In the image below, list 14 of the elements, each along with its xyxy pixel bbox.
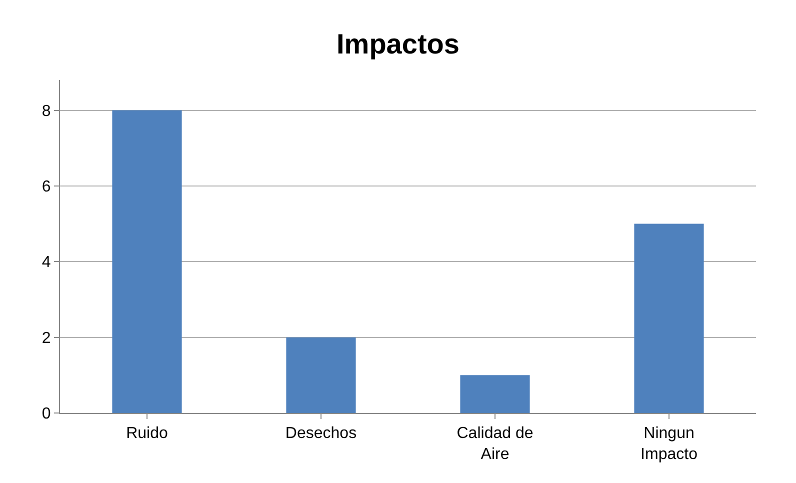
y-tick-label: 8	[42, 102, 51, 120]
bar	[112, 110, 182, 413]
y-tick-label: 2	[42, 330, 51, 347]
bar	[634, 224, 704, 413]
x-tick-label: Ruido	[126, 425, 168, 442]
x-tick-label: Desechos	[285, 425, 357, 442]
y-tick-label: 6	[42, 178, 51, 196]
bar	[286, 337, 356, 413]
y-tick-label: 4	[42, 254, 51, 272]
x-tick-label: Calidad de Aire	[456, 425, 534, 463]
x-tick-label: Ningun Impacto	[640, 425, 698, 463]
y-tick-label: 0	[42, 406, 51, 423]
chart-title: Impactos	[336, 28, 460, 60]
bar	[460, 375, 530, 413]
